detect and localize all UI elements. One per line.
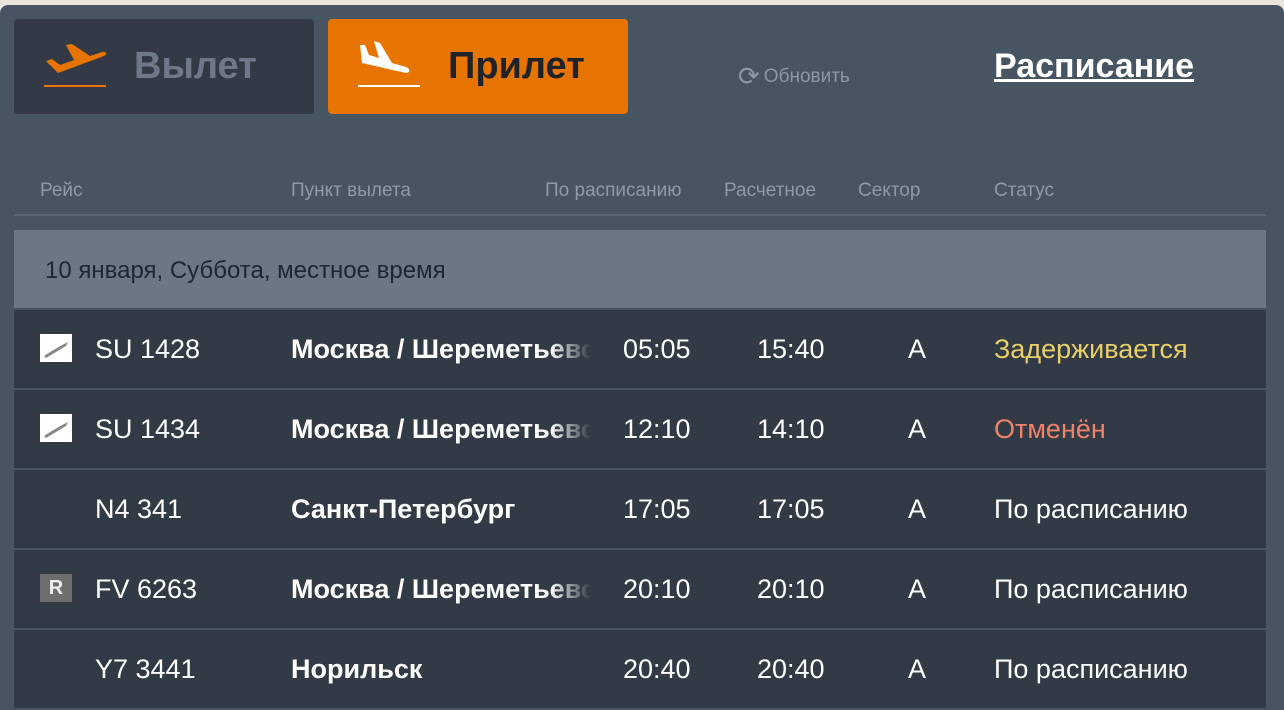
flight-row[interactable]: SU 1434 Москва / Шереметьево 12:10 14:10… — [14, 390, 1266, 468]
column-header-origin: Пункт вылета — [291, 180, 411, 201]
estimated-time: 14:10 — [757, 414, 825, 444]
refresh-label: Обновить — [763, 65, 850, 87]
column-header-status: Статус — [994, 180, 1055, 201]
column-header-estimated: Расчетное — [724, 180, 817, 201]
estimated-time: 15:40 — [757, 334, 825, 364]
departure-plane-icon — [44, 44, 107, 87]
scheduled-time: 05:05 — [623, 334, 691, 364]
flight-number: FV 6263 — [95, 574, 198, 604]
origin-city: Москва / Шереметьево — [291, 414, 591, 444]
origin-city: Москва / Шереметьево — [291, 574, 591, 604]
airline-logo-icon — [40, 334, 72, 362]
column-header-scheduled: По расписанию — [545, 180, 682, 201]
date-band: 10 января, Суббота, местное время — [14, 230, 1266, 308]
flight-number: SU 1434 — [95, 414, 201, 444]
status-badge: По расписанию — [994, 574, 1188, 604]
estimated-time: 17:05 — [757, 494, 825, 524]
origin-city: Норильск — [291, 654, 423, 684]
flight-number: N4 341 — [95, 494, 183, 524]
origin-city: Санкт-Петербург — [291, 494, 516, 524]
column-header-sector: Сектор — [858, 180, 921, 201]
scheduled-time: 17:05 — [623, 494, 691, 524]
flight-row[interactable]: SU 1428 Москва / Шереметьево 05:05 15:40… — [14, 310, 1266, 388]
flight-number: Y7 3441 — [95, 654, 196, 684]
column-header-flight: Рейс — [40, 180, 83, 201]
schedule-link[interactable]: Расписание — [994, 47, 1195, 85]
estimated-time: 20:40 — [757, 654, 825, 684]
scheduled-time: 12:10 — [623, 414, 691, 444]
refresh-icon: ⟳ — [738, 61, 760, 91]
scheduled-time: 20:10 — [623, 574, 691, 604]
flight-row[interactable]: Y7 3441 Норильск 20:40 20:40 A По распис… — [14, 630, 1266, 708]
sector: A — [908, 334, 927, 364]
airline-logo-icon — [40, 414, 72, 442]
airline-logo-icon: R — [40, 574, 72, 602]
arrival-plane-icon — [358, 41, 420, 87]
flight-number: SU 1428 — [95, 334, 201, 364]
status-badge: По расписанию — [994, 654, 1188, 684]
sector: A — [908, 574, 927, 604]
flight-row[interactable]: N4 341 Санкт-Петербург 17:05 17:05 A По … — [14, 470, 1266, 548]
tab-departure[interactable]: Вылет — [14, 19, 314, 114]
status-badge: По расписанию — [994, 494, 1188, 524]
refresh-button[interactable]: ⟳ Обновить — [738, 61, 850, 92]
tab-arrival[interactable]: Прилет — [328, 19, 628, 114]
sector: A — [908, 654, 927, 684]
flight-board: Вылет Прилет ⟳ Обновить Расписание Рейс … — [0, 5, 1284, 710]
status-badge: Отменён — [994, 414, 1106, 444]
origin-city: Москва / Шереметьево — [291, 334, 591, 364]
flight-row[interactable]: R FV 6263 Москва / Шереметьево 20:10 20:1… — [14, 550, 1266, 628]
scheduled-time: 20:40 — [623, 654, 691, 684]
tab-departure-label: Вылет — [134, 45, 257, 87]
sector: A — [908, 414, 927, 444]
sector: A — [908, 494, 927, 524]
tab-arrival-label: Прилет — [448, 45, 585, 87]
status-badge: Задерживается — [994, 334, 1188, 364]
estimated-time: 20:10 — [757, 574, 825, 604]
header-divider — [14, 214, 1266, 216]
